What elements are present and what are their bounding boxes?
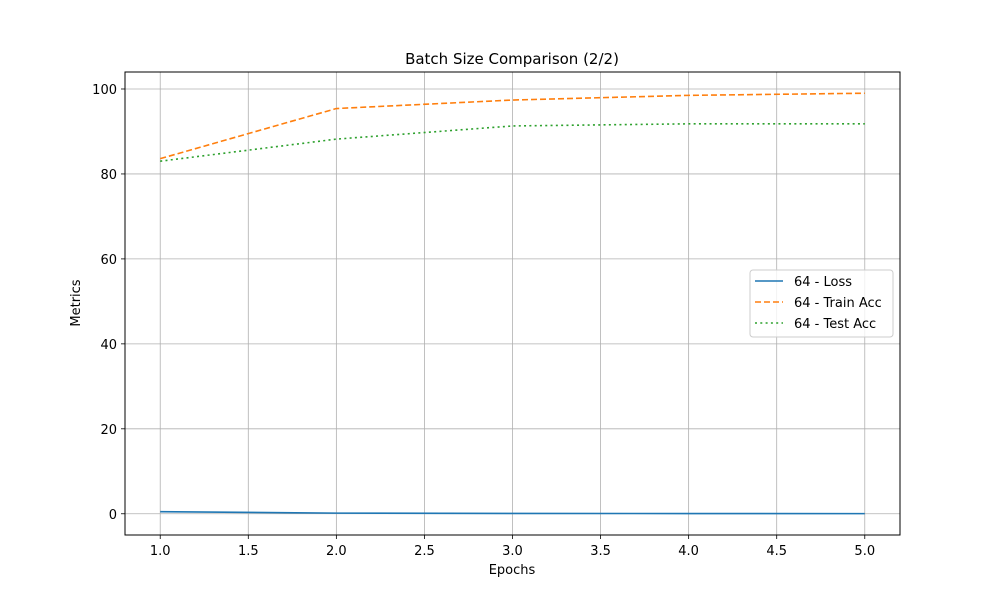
x-tick-label: 3.5: [590, 544, 611, 559]
y-tick-label: 20: [100, 423, 117, 438]
legend: 64 - Loss 64 - Train Acc 64 - Test Acc: [749, 269, 894, 338]
legend-label: 64 - Train Acc: [794, 296, 882, 311]
legend-label: 64 - Loss: [794, 275, 852, 290]
series-line-1: [160, 510, 865, 515]
y-tick-label: 100: [92, 83, 117, 98]
chart-title: Batch Size Comparison (2/2): [405, 50, 619, 68]
x-axis-ticks: 1.0 1.5 2.0 2.5 3.0 3.5 4.0 4.5 5.0: [150, 535, 875, 559]
x-tick-label: 5.0: [854, 544, 875, 559]
x-tick-label: 2.5: [414, 544, 435, 559]
legend-label: 64 - Test Acc: [794, 317, 876, 332]
y-tick-label: 0: [109, 508, 117, 523]
x-tick-label: 4.5: [766, 544, 787, 559]
x-tick-label: 1.0: [150, 544, 171, 559]
series-line-3: [160, 123, 865, 162]
x-tick-label: 3.0: [502, 544, 523, 559]
x-tick-label: 2.0: [326, 544, 347, 559]
y-tick-label: 60: [100, 253, 117, 268]
y-tick-label: 80: [100, 168, 117, 183]
y-tick-label: 40: [100, 338, 117, 353]
y-axis-label: Metrics: [69, 279, 84, 326]
x-tick-label: 1.5: [238, 544, 259, 559]
series-line-2: [160, 92, 865, 160]
legend-box: [749, 269, 894, 338]
series-layer: [160, 92, 865, 515]
y-axis-ticks: 0 20 40 60 80 100: [92, 83, 125, 523]
x-axis-label: Epochs: [489, 563, 536, 578]
x-tick-label: 4.0: [678, 544, 699, 559]
